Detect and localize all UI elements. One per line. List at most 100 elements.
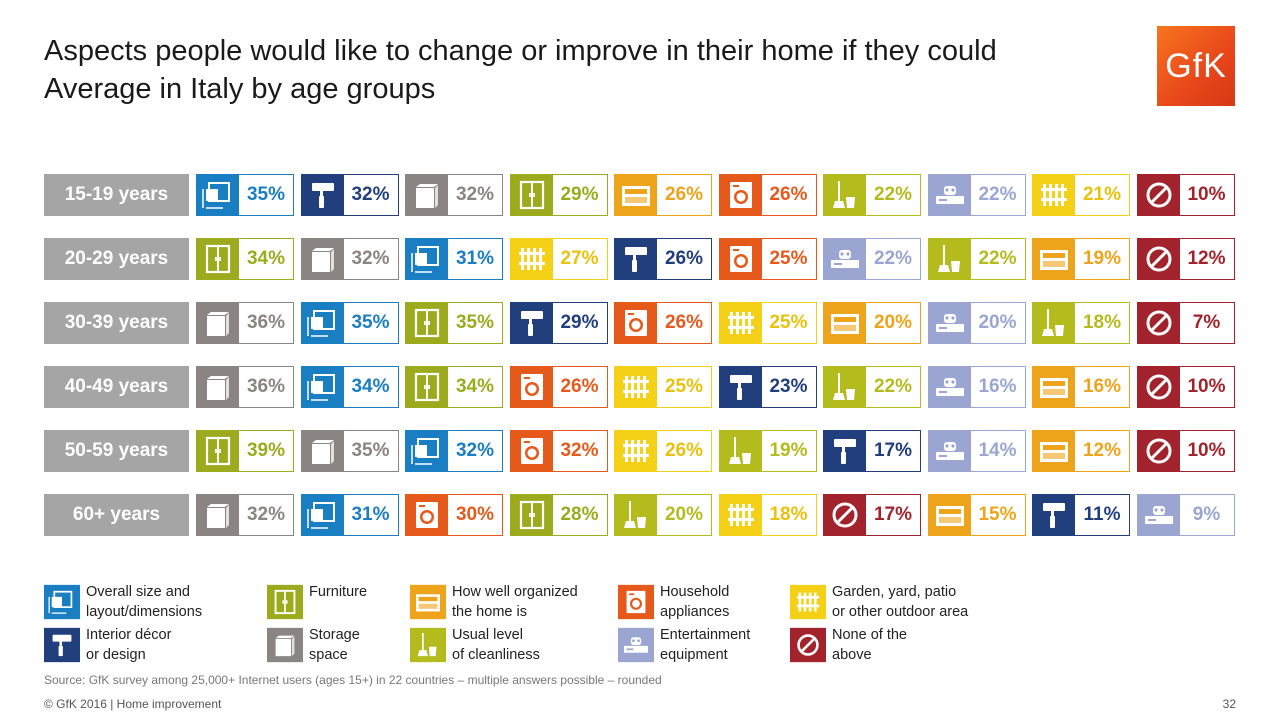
layout-icon <box>197 175 239 215</box>
value-cell-none: 7% <box>1136 302 1235 344</box>
value-cell-size: 35% <box>196 174 294 216</box>
box-icon <box>197 367 239 407</box>
value-label: 22% <box>873 376 913 397</box>
broom-icon <box>1033 303 1075 343</box>
washing-machine-icon <box>615 303 657 343</box>
broom-icon <box>719 431 762 471</box>
table-row: 60+ years 32% 31% 30% 28% 20% 18% 17% 15% 11% 9% <box>44 494 1236 536</box>
broom-icon <box>824 367 866 407</box>
wardrobe-icon <box>197 239 239 279</box>
value-cell-org: 16% <box>1032 366 1130 408</box>
table-row: 15-19 years 35% 32% 32% 29% 26% 26% 22% 22% 21% 10… <box>44 174 1236 216</box>
value-cell-storage: 36% <box>196 302 294 344</box>
value-label: 35% <box>351 440 390 461</box>
value-cell-org: 20% <box>823 302 921 344</box>
paint-roller-icon <box>719 367 762 407</box>
footer-copyright: © GfK 2016 | Home improvement <box>44 697 222 711</box>
value-label: 25% <box>769 248 808 269</box>
legend-label: Furniture <box>309 584 368 600</box>
washing-machine-icon <box>719 239 762 279</box>
paint-roller-icon <box>1033 495 1075 535</box>
age-group-label: 50-59 years <box>44 430 189 472</box>
value-label: 22% <box>873 184 913 205</box>
age-group-label: 20-29 years <box>44 238 189 280</box>
legend-label: Household appliances <box>660 584 730 620</box>
value-label: 32% <box>455 440 495 461</box>
value-label: 25% <box>769 312 808 333</box>
value-label: 30% <box>455 504 495 525</box>
value-cell-org: 26% <box>614 174 712 216</box>
value-label: 26% <box>769 184 808 205</box>
value-label: 32% <box>560 440 599 461</box>
age-group-label: 60+ years <box>44 494 189 536</box>
value-label: 20% <box>978 312 1017 333</box>
layout-icon <box>301 367 344 407</box>
value-cell-storage: 32% <box>196 494 294 536</box>
value-cell-clean: 20% <box>614 494 712 536</box>
value-label: 36% <box>246 376 286 397</box>
value-cell-furn: 29% <box>509 174 608 216</box>
age-group-label: 15-19 years <box>44 174 189 216</box>
value-cell-appl: 26% <box>509 366 608 408</box>
value-cell-decor: 23% <box>718 366 817 408</box>
value-cell-ent: 20% <box>927 302 1026 344</box>
none-icon <box>1137 431 1180 471</box>
value-cell-ent: 22% <box>823 238 921 280</box>
fence-icon <box>1033 175 1075 215</box>
fence-icon <box>615 367 657 407</box>
value-cell-size: 34% <box>300 366 399 408</box>
value-label: 31% <box>351 504 390 525</box>
value-cell-org: 12% <box>1032 430 1130 472</box>
value-label: 23% <box>769 376 808 397</box>
layout-icon <box>44 584 80 620</box>
layout-icon <box>301 495 344 535</box>
title-line-2: Average in Italy by age groups <box>44 73 436 105</box>
page-number: 32 <box>1222 697 1236 711</box>
value-cell-storage: 36% <box>196 366 294 408</box>
washing-machine-icon <box>510 431 553 471</box>
wardrobe-icon <box>406 303 448 343</box>
table-row: 50-59 years 39% 35% 32% 32% 26% 19% 17% 14% 12% 10… <box>44 430 1236 472</box>
washing-machine-icon <box>510 367 553 407</box>
age-group-label: 40-49 years <box>44 366 189 408</box>
value-cell-decor: 26% <box>614 238 712 280</box>
value-cell-furn: 34% <box>405 366 503 408</box>
paint-roller-icon <box>301 175 344 215</box>
table-row: 30-39 years 36% 35% 35% 29% 26% 25% 20% 20% 18% 7% <box>44 302 1236 344</box>
none-icon <box>1137 175 1180 215</box>
tv-equipment-icon <box>928 175 971 215</box>
wardrobe-icon <box>510 495 553 535</box>
value-cell-storage: 35% <box>300 430 399 472</box>
title-line-1: Aspects people would like to change or i… <box>44 35 997 67</box>
value-label: 31% <box>455 248 495 269</box>
value-label: 17% <box>873 440 913 461</box>
page-title: Aspects people would like to change or i… <box>44 32 997 108</box>
washing-machine-icon <box>406 495 448 535</box>
broom-icon <box>410 627 446 663</box>
value-label: 16% <box>978 376 1017 397</box>
value-label: 19% <box>1082 248 1122 269</box>
value-cell-furn: 34% <box>196 238 294 280</box>
value-cell-decor: 17% <box>823 430 921 472</box>
value-cell-storage: 32% <box>300 238 399 280</box>
value-cell-appl: 25% <box>718 238 817 280</box>
fence-icon <box>719 495 762 535</box>
value-cell-garden: 18% <box>718 494 817 536</box>
legend-label: Usual level of cleanliness <box>452 627 540 663</box>
legend-label: Interior décor or design <box>86 627 172 663</box>
drawer-icon <box>410 584 446 620</box>
source-note: Source: GfK survey among 25,000+ Interne… <box>44 673 662 687</box>
none-icon <box>790 627 826 663</box>
tv-equipment-icon <box>928 367 971 407</box>
paint-roller-icon <box>510 303 553 343</box>
value-cell-ent: 14% <box>927 430 1026 472</box>
value-cell-decor: 11% <box>1032 494 1130 536</box>
value-cell-clean: 18% <box>1032 302 1130 344</box>
tv-equipment-icon <box>928 303 971 343</box>
value-cell-org: 19% <box>1032 238 1130 280</box>
value-cell-garden: 21% <box>1032 174 1130 216</box>
value-label: 7% <box>1192 312 1221 333</box>
value-cell-decor: 29% <box>509 302 608 344</box>
paint-roller-icon <box>615 239 657 279</box>
drawer-icon <box>824 303 866 343</box>
